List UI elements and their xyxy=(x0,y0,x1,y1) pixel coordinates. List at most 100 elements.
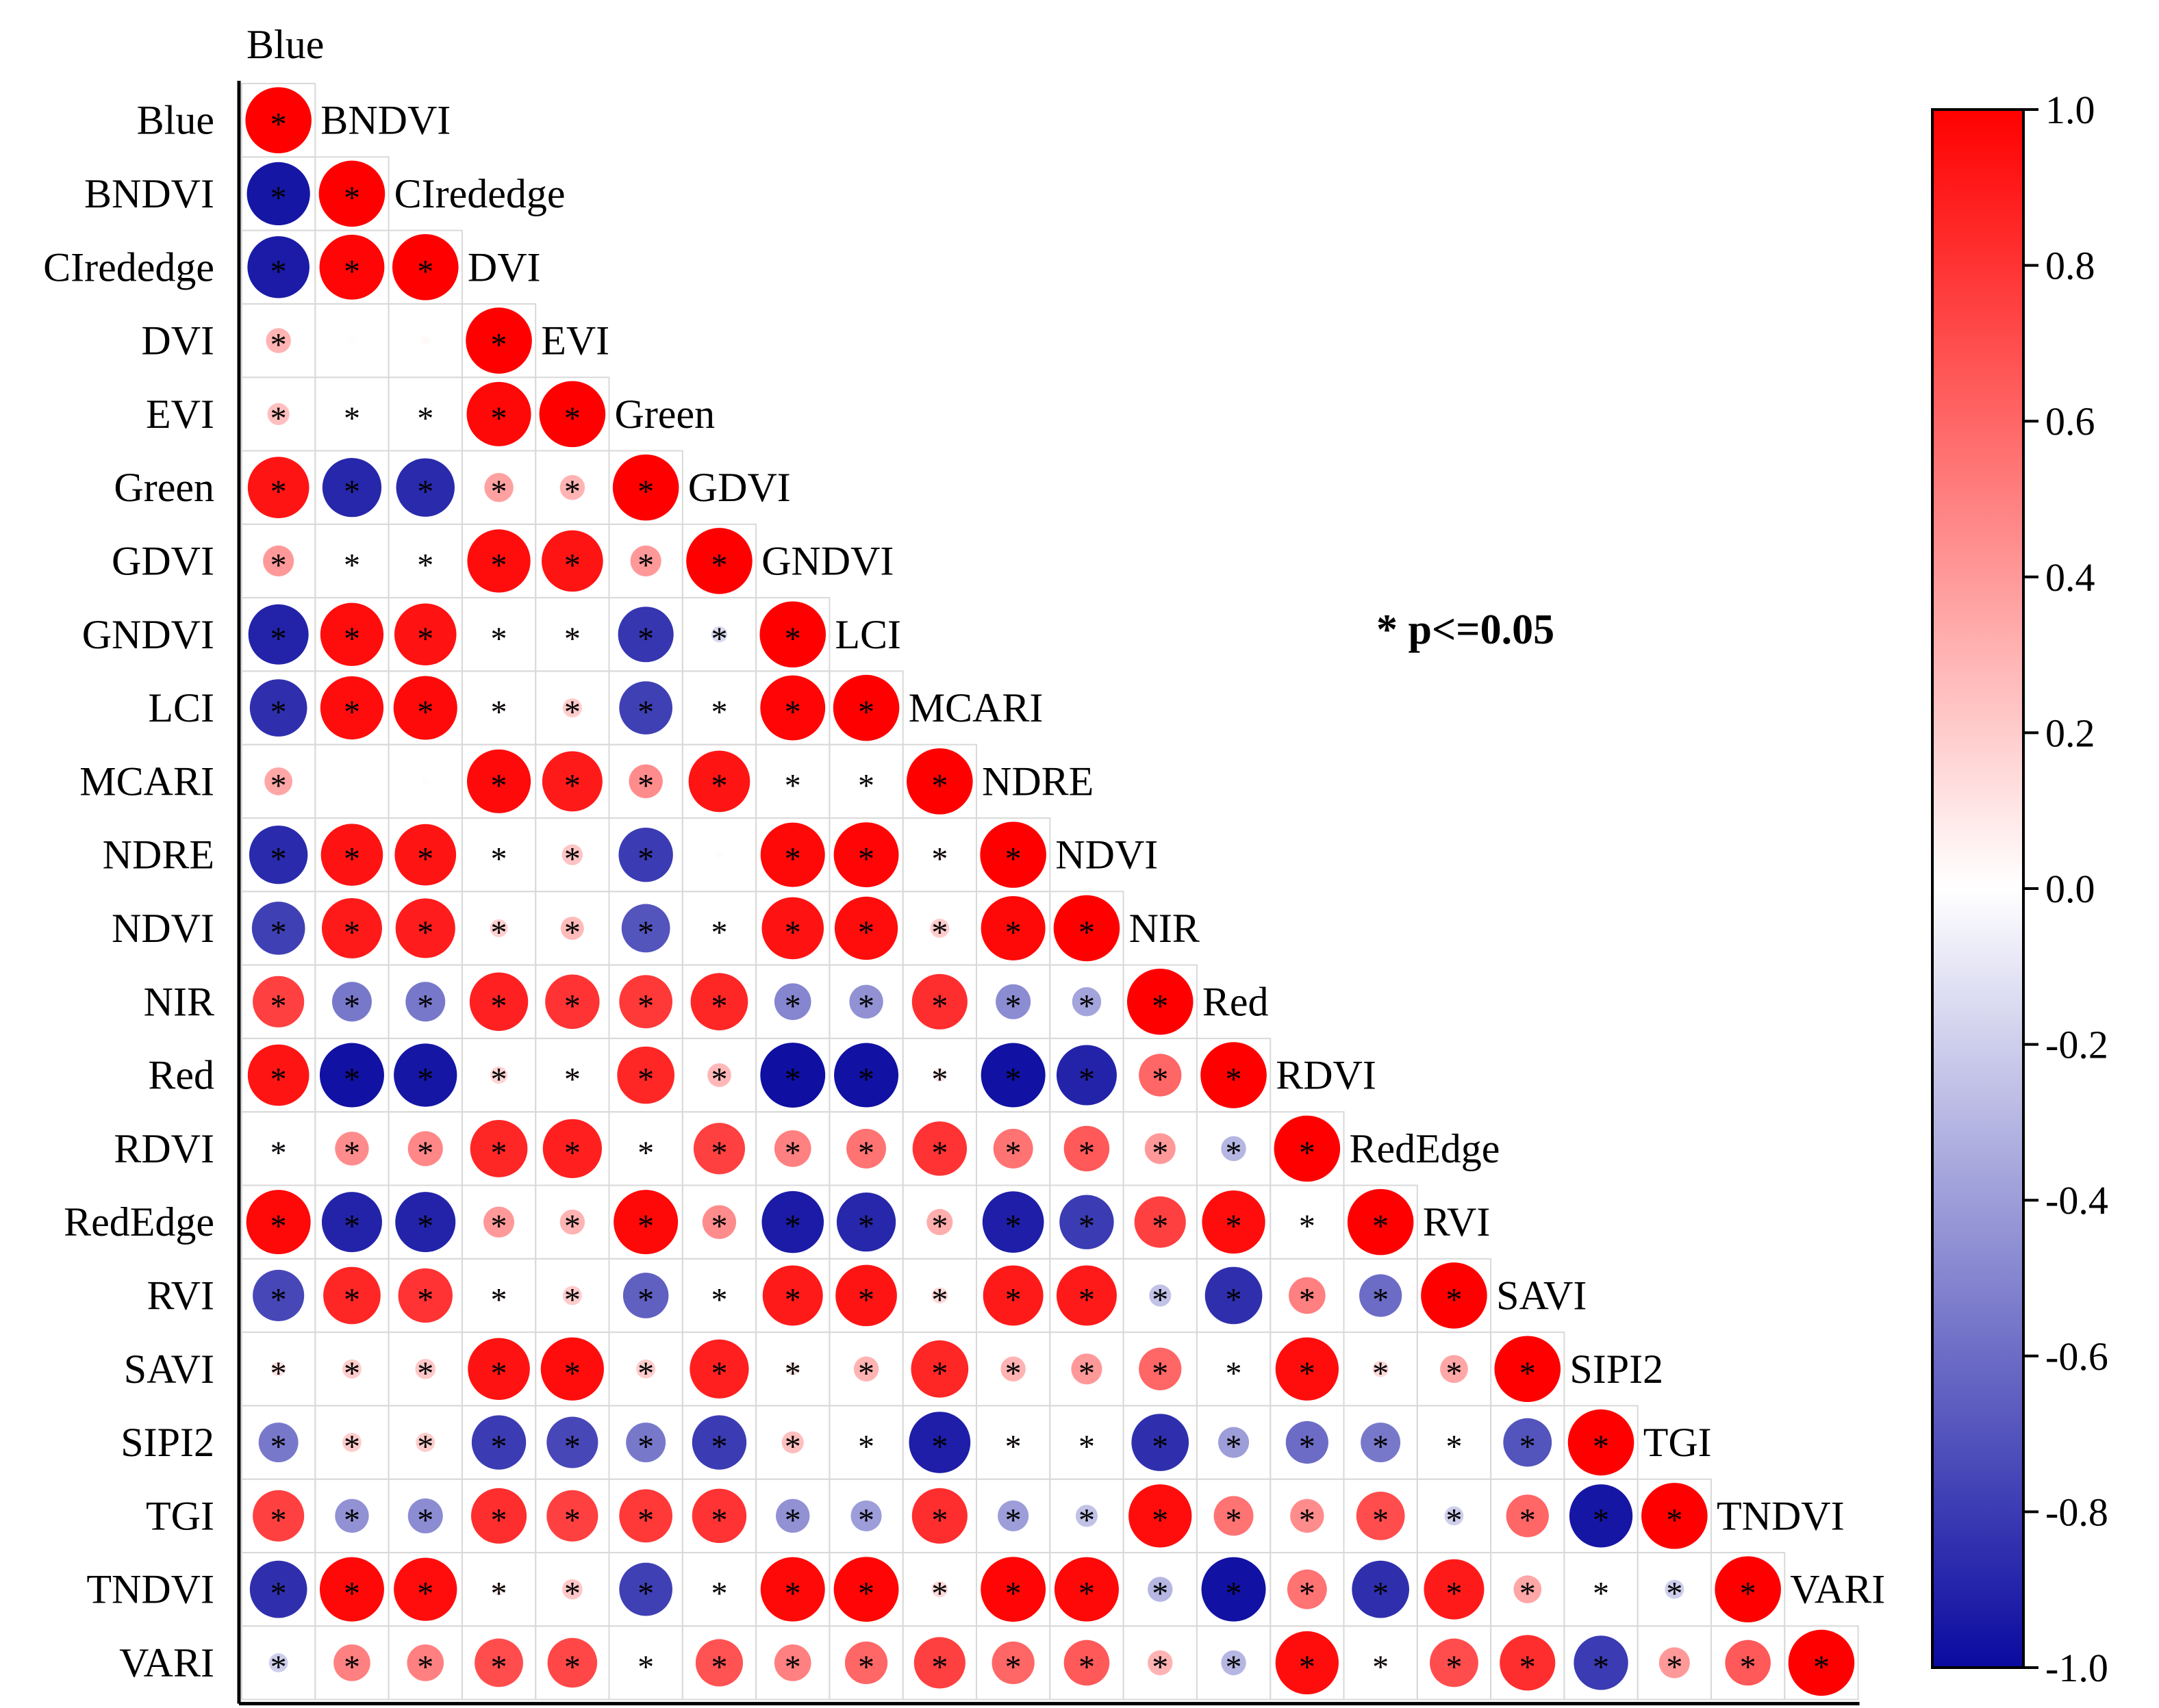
correlation-circle-lci-lci xyxy=(833,674,900,741)
correlation-circle-sipi2-ndre xyxy=(1008,1437,1019,1448)
correlation-circle-ndre-bndvi xyxy=(320,824,383,886)
correlation-circle-rvi-mcari xyxy=(931,1287,948,1304)
significance-star: * xyxy=(931,1502,948,1538)
significance-star: * xyxy=(344,915,360,951)
significance-star: * xyxy=(1519,1355,1536,1392)
significance-star: * xyxy=(564,694,581,730)
correlation-circle-vari-bndvi xyxy=(333,1644,370,1681)
correlation-circle-ndre-mcari xyxy=(934,850,945,861)
significance-star: * xyxy=(931,1135,948,1171)
significance-star: * xyxy=(270,1135,287,1171)
correlation-circle-rdvi-nir xyxy=(1144,1133,1176,1164)
row-label-green: Green xyxy=(114,465,214,510)
correlation-circle-vari-dvi xyxy=(475,1638,523,1687)
significance-star: * xyxy=(1593,1649,1609,1685)
column-label-tndvi: TNDVI xyxy=(1717,1493,1845,1538)
significance-star: * xyxy=(270,327,287,364)
significance-star: * xyxy=(931,988,948,1024)
correlation-circle-nir-mcari xyxy=(911,973,968,1030)
significance-star: * xyxy=(344,988,360,1024)
correlation-circle-tndvi-rdvi xyxy=(1287,1569,1327,1609)
row-label-red: Red xyxy=(148,1053,214,1098)
significance-star: * xyxy=(637,474,654,510)
row-label-cirededge: CIrededge xyxy=(43,244,214,290)
grid-layer xyxy=(241,83,1859,1700)
correlation-circle-tndvi-cirededge xyxy=(394,1557,457,1621)
correlation-circle-sipi2-sipi2 xyxy=(1567,1409,1634,1476)
correlation-circle-vari-sipi2 xyxy=(1574,1635,1628,1690)
correlation-circle-vari-blue xyxy=(268,1653,288,1672)
significance-star: * xyxy=(564,915,581,951)
correlation-circle-vari-lci xyxy=(844,1641,888,1685)
significance-star: * xyxy=(1666,1502,1682,1538)
significance-star: * xyxy=(858,1355,874,1392)
significance-star: * xyxy=(564,1135,581,1171)
significance-star: * xyxy=(417,915,433,951)
significance-star: * xyxy=(637,1429,654,1465)
significance-star: * xyxy=(564,1208,581,1245)
significance-star: * xyxy=(1152,1429,1168,1465)
significance-star: * xyxy=(785,841,801,878)
colorbar: 1.0 0.8 0.6 0.4 0.2 0.0 -0.2 -0.4 -0.6 -0.8 -1.0 xyxy=(1931,88,2108,1690)
correlation-circle-ndvi-gndvi xyxy=(761,897,824,960)
significance-star: * xyxy=(270,988,287,1024)
correlation-circle-mcari-blue xyxy=(264,767,293,795)
significance-star: * xyxy=(1226,1429,1242,1465)
significance-star: * xyxy=(1078,1429,1095,1465)
significance-star: * xyxy=(858,841,874,878)
correlation-circle-savi-ndvi xyxy=(1071,1353,1102,1385)
significance-star: * xyxy=(1445,1502,1462,1538)
significance-star: * xyxy=(417,1062,433,1098)
significance-star: * xyxy=(785,1429,801,1465)
correlation-circle-tndvi-gndvi xyxy=(760,1557,825,1622)
correlation-circle-red-evi xyxy=(567,1070,577,1080)
significance-star: * xyxy=(564,1429,581,1465)
correlation-circle-vari-cirededge xyxy=(407,1644,444,1681)
significance-star: * xyxy=(344,1282,360,1318)
significance-star: * xyxy=(1299,1429,1315,1465)
significance-star: * xyxy=(711,1282,727,1318)
correlation-circle-tgi-ndre xyxy=(998,1500,1029,1531)
correlation-circle-evi-bndvi xyxy=(347,409,357,419)
correlation-circle-sipi2-lci xyxy=(861,1438,871,1447)
significance-star: * xyxy=(344,253,360,290)
row-label-dvi: DVI xyxy=(141,318,214,364)
significance-star: * xyxy=(1226,1135,1242,1171)
correlation-circle-rvi-nir xyxy=(1149,1284,1172,1307)
significance-star: * xyxy=(491,988,507,1024)
column-label-vari: VARI xyxy=(1790,1567,1885,1612)
correlation-circle-red-green xyxy=(617,1046,674,1104)
significance-star: * xyxy=(564,1062,581,1098)
correlation-circle-cirededge-cirededge xyxy=(392,233,459,301)
significance-star: * xyxy=(344,621,360,657)
significance-star: * xyxy=(1813,1649,1830,1685)
row-label-evi: EVI xyxy=(146,392,214,437)
correlation-circle-rededge-ndvi xyxy=(1059,1195,1114,1249)
significance-star: * xyxy=(1005,841,1022,878)
column-label-red: Red xyxy=(1202,979,1269,1024)
correlation-circle-ndvi-ndre xyxy=(981,895,1046,960)
column-label-green: Green xyxy=(615,392,716,437)
significance-star: * xyxy=(491,1502,507,1538)
correlation-circle-mcari-gdvi xyxy=(688,750,750,813)
correlation-circle-rededge-rdvi xyxy=(1302,1217,1312,1227)
correlation-circle-mcari-lci xyxy=(861,776,871,787)
correlation-circle-vari-green xyxy=(641,1658,651,1668)
significance-star: * xyxy=(417,1355,433,1392)
correlation-circle-gndvi-green xyxy=(618,607,674,663)
correlation-circle-rededge-red xyxy=(1202,1190,1265,1254)
significance-star: * xyxy=(1666,1576,1682,1612)
significance-star: * xyxy=(491,547,507,583)
correlation-circle-gdvi-dvi xyxy=(467,529,531,593)
correlation-circle-gdvi-cirededge xyxy=(421,557,430,565)
significance-star: * xyxy=(1078,1355,1095,1392)
correlation-circle-savi-blue xyxy=(271,1362,286,1377)
correlation-circle-gndvi-gdvi xyxy=(711,626,728,643)
significance-star: * xyxy=(711,767,727,804)
correlation-circle-tgi-rvi xyxy=(1444,1506,1464,1526)
correlation-circle-nir-gndvi xyxy=(774,983,811,1021)
row-label-ndvi: NDVI xyxy=(112,906,214,951)
significance-star: * xyxy=(931,915,948,951)
correlation-circle-bndvi-blue xyxy=(247,162,310,226)
significance-star: * xyxy=(637,621,654,657)
